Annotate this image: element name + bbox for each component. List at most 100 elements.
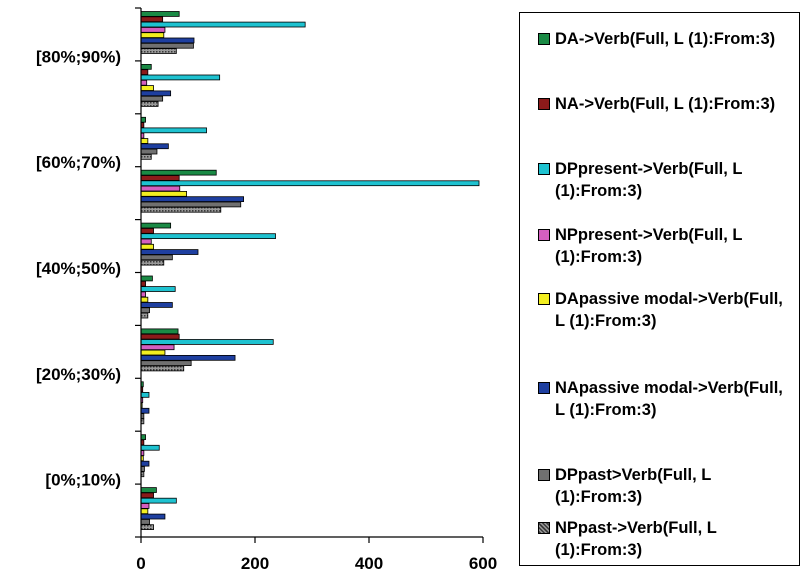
bar-nppresent-verb-full-l-1--4: [140, 291, 146, 298]
legend-label: DPpresent->Verb(Full, L (1):From:3): [555, 160, 743, 200]
legend-label: NA->Verb(Full, L (1):From:3): [555, 95, 776, 113]
legend-label: NPpresent->Verb(Full, L (1):From:3): [555, 226, 743, 266]
x-tick-label: 600: [469, 554, 497, 573]
bar-na-verb-full-l-1-from-3-3: [140, 333, 180, 340]
bar-nppresent-verb-full-l-1--6: [140, 185, 181, 192]
bar-dapassive-modal-verb-ful-5: [140, 243, 154, 250]
bar-napassive-modal-verb-ful-5: [140, 249, 199, 255]
bar-na-verb-full-l-1-from-3-9: [140, 16, 164, 23]
bar-nppast-verb-full-l-1-fro-7: [140, 153, 152, 160]
bar-dapassive-modal-verb-ful-7: [140, 138, 149, 144]
legend-swatch: [538, 163, 550, 175]
axes: [135, 7, 484, 543]
bar-dppresent-verb-full-l-1--1: [140, 444, 160, 451]
y-tick-label: [0%;10%): [45, 471, 121, 490]
bar-na-verb-full-l-1-from-3-5: [140, 227, 154, 234]
bar-da-verb-full-l-1-from-3-0: [140, 487, 157, 493]
bar-da-verb-full-l-1-from-3-6: [140, 169, 217, 176]
legend-entry-nppast-verb: NPpast->Verb(Full, L (1):From:3): [538, 517, 796, 561]
legend-label: NPpast->Verb(Full, L (1):From:3): [555, 519, 717, 559]
bar-dapassive-modal-verb-ful-0: [140, 508, 149, 515]
bar-nppresent-verb-full-l-1--3: [140, 344, 175, 351]
bar-dppast-verb-full-l-1-fro-5: [140, 254, 173, 261]
bar-napassive-modal-verb-ful-8: [140, 90, 172, 97]
bar-dapassive-modal-verb-ful-4: [140, 296, 149, 303]
y-tick-label: [40%;50%): [36, 259, 121, 278]
legend-label: DApassive modal->Verb(Full, L (1):From:3…: [555, 290, 783, 330]
bar-da-verb-full-l-1-from-3-4: [140, 275, 153, 282]
legend-swatch: [538, 293, 550, 305]
bar-da-verb-full-l-1-from-3-3: [140, 328, 179, 335]
bar-nppast-verb-full-l-1-fro-9: [140, 48, 177, 54]
legend-entry-dppast-verb: DPpast>Verb(Full, L (1):From:3): [538, 464, 796, 508]
y-tick-label: [60%;70%): [36, 153, 121, 172]
bar-nppresent-verb-full-l-1--0: [140, 503, 150, 509]
bar-dppast-verb-full-l-1-fro-8: [140, 95, 164, 102]
bar-da-verb-full-l-1-from-3-5: [140, 222, 172, 229]
bar-nppast-verb-full-l-1-fro-4: [140, 312, 149, 319]
bar-na-verb-full-l-1-from-3-8: [140, 69, 149, 75]
bar-napassive-modal-verb-ful-2: [140, 407, 150, 414]
bar-dapassive-modal-verb-ful-8: [140, 85, 154, 91]
bar-dppresent-verb-full-l-1--9: [140, 21, 306, 28]
bar-dppresent-verb-full-l-1--0: [140, 497, 177, 504]
x-tick-label: 0: [136, 554, 145, 573]
bar-da-verb-full-l-1-from-3-8: [140, 64, 152, 70]
bar-da-verb-full-l-1-from-3-7: [140, 116, 146, 123]
legend-entry-dppresent-verb: DPpresent->Verb(Full, L (1):From:3): [538, 158, 796, 202]
legend-swatch: [538, 469, 550, 481]
bar-napassive-modal-verb-ful-0: [140, 513, 166, 520]
bar-napassive-modal-verb-ful-3: [140, 354, 236, 361]
bar-napassive-modal-verb-ful-9: [140, 37, 195, 44]
bar-nppast-verb-full-l-1-fro-0: [140, 524, 154, 531]
legend-swatch: [538, 522, 550, 534]
bar-da-verb-full-l-1-from-3-1: [140, 434, 146, 441]
x-tick-label: 400: [355, 554, 383, 573]
bar-nppresent-verb-full-l-1--9: [140, 26, 166, 33]
legend-label: DA->Verb(Full, L (1):From:3): [555, 30, 776, 48]
bar-dppast-verb-full-l-1-fro-6: [140, 201, 242, 208]
bar-dppresent-verb-full-l-1--7: [140, 127, 207, 134]
bar-na-verb-full-l-1-from-3-0: [140, 492, 154, 499]
bar-nppresent-verb-full-l-1--5: [140, 238, 152, 245]
bar-dppast-verb-full-l-1-fro-0: [140, 519, 150, 525]
tick-labels: 0 200 400 600 [0%;10%) [20%;30%) [40%;50%) [60%…: [36, 47, 497, 573]
bar-na-verb-full-l-1-from-3-4: [140, 280, 146, 287]
x-tick-label: 200: [241, 554, 269, 573]
bar-nppresent-verb-full-l-1--8: [140, 79, 148, 86]
legend: DA->Verb(Full, L (1):From:3) NA->Verb(Fu…: [519, 12, 800, 566]
bars-layer: [140, 11, 480, 531]
bar-dppast-verb-full-l-1-fro-9: [140, 42, 194, 49]
bar-dppresent-verb-full-l-1--6: [140, 180, 480, 187]
bar-dppresent-verb-full-l-1--4: [140, 286, 176, 292]
y-tick-label: [80%;90%): [36, 47, 121, 66]
legend-entry-da-verb: DA->Verb(Full, L (1):From:3): [538, 28, 796, 50]
bar-nppast-verb-full-l-1-fro-8: [140, 101, 159, 107]
bar-dapassive-modal-verb-ful-3: [140, 349, 166, 356]
bar-dppresent-verb-full-l-1--2: [140, 391, 150, 398]
bar-dapassive-modal-verb-ful-9: [140, 32, 165, 39]
bar-nppast-verb-full-l-1-fro-5: [140, 259, 165, 266]
bar-napassive-modal-verb-ful-7: [140, 143, 169, 150]
legend-swatch: [538, 98, 550, 110]
bar-napassive-modal-verb-ful-1: [140, 460, 150, 467]
bar-nppast-verb-full-l-1-fro-6: [140, 206, 222, 213]
bar-nppast-verb-full-l-1-fro-3: [140, 365, 185, 372]
bar-dppast-verb-full-l-1-fro-3: [140, 360, 192, 367]
bar-na-verb-full-l-1-from-3-6: [140, 175, 180, 181]
legend-entry-nppresent-verb: NPpresent->Verb(Full, L (1):From:3): [538, 224, 796, 268]
y-tick-label: [20%;30%): [36, 365, 121, 384]
bar-napassive-modal-verb-ful-4: [140, 302, 173, 308]
bar-dppresent-verb-full-l-1--3: [140, 339, 274, 345]
bar-chart: 0 200 400 600 [0%;10%) [20%;30%) [40%;50%) [60%…: [36, 7, 497, 573]
legend-swatch: [538, 382, 550, 394]
legend-entry-na-verb: NA->Verb(Full, L (1):From:3): [538, 93, 796, 115]
legend-swatch: [538, 33, 550, 45]
legend-label: DPpast>Verb(Full, L (1):From:3): [555, 466, 712, 506]
legend-label: NApassive modal->Verb(Full, L (1):From:3…: [555, 379, 783, 419]
bar-dppast-verb-full-l-1-fro-7: [140, 148, 158, 155]
legend-entry-dapassive-modal-verb: DApassive modal->Verb(Full, L (1):From:3…: [538, 288, 796, 332]
bar-da-verb-full-l-1-from-3-9: [140, 11, 180, 17]
bar-dapassive-modal-verb-ful-6: [140, 190, 187, 197]
legend-swatch: [538, 229, 550, 241]
